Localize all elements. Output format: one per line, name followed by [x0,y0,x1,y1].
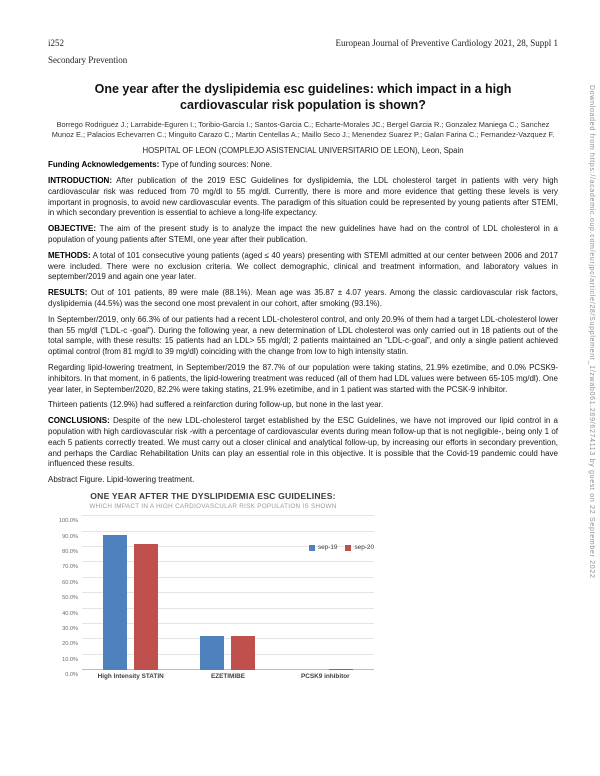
download-watermark-text: Downloaded from https://academic.oup.com… [588,85,595,579]
gridline: 50.0% [62,592,374,601]
gridline: 40.0% [62,607,374,617]
paragraph-label: INTRODUCTION: [48,175,112,185]
paragraph-results-2: In September/2019, only 66.3% of our pat… [48,315,558,358]
paragraph-label: RESULTS: [48,288,88,298]
y-axis-tick-label: 60.0% [62,579,78,586]
x-axis-label: EZETIMIBE [210,673,246,681]
bar-series-area [82,516,374,671]
paragraph-text: Regarding lipid-lowering treatment, in S… [48,362,558,394]
paragraph-objective: OBJECTIVE: The aim of the present study … [48,224,558,246]
figure-caption: Abstract Figure. Lipid-lowering treatmen… [48,475,195,485]
gridline: 90.0% [62,530,374,540]
article-title: One year after the dyslipidemia esc guid… [94,82,512,112]
y-axis-tick-label: 50.0% [62,595,78,602]
bar-sep-19 [200,636,225,671]
paragraph-text: Type of funding sources: None. [159,160,273,170]
author-list: Borrego Rodriguez J.; Larrabide-Eguren I… [51,120,555,139]
gridline: 20.0% [62,638,374,647]
paragraph-results-3: Regarding lipid-lowering treatment, in S… [48,363,558,395]
bar-sep-20 [134,543,159,671]
article-page: i252 European Journal of Preventive Card… [48,38,558,680]
chart-title: ONE YEAR AFTER THE DYSLIPIDEMIA ESC GUID… [90,491,336,502]
paragraph-label: METHODS: [48,250,91,260]
paragraph-conclusions: CONCLUSIONS: Despite of the new LDL-chol… [48,416,558,470]
paragraph-text: After publication of the 2019 ESC Guidel… [48,175,558,218]
paragraph-label: Funding Acknowledgements: [48,160,160,170]
paragraph-introduction: INTRODUCTION: After publication of the 2… [48,176,558,219]
page-header: i252 European Journal of Preventive Card… [48,38,558,48]
x-axis-label: PCSK9 inhibitor [300,673,350,681]
journal-name: European Journal of Preventive Cardiolog… [335,38,558,48]
legend-label: sep-19 [317,544,338,552]
y-axis-tick-label: 80.0% [62,548,78,555]
paragraph-text: Out of 101 patients, 89 were male (88.1%… [48,288,558,308]
y-axis-tick-label: 0.0% [65,672,78,679]
y-axis-tick-label: 40.0% [62,610,78,617]
gridline: 30.0% [62,622,374,632]
chart-subtitle: WHICH IMPACT IN A HIGH CARDIOVASCULAR RI… [89,503,337,511]
bar-sep-19 [103,535,128,671]
chart-legend: sep-19 sep-20 [308,544,374,552]
bar-group-1 [82,516,179,671]
y-axis-tick-label: 70.0% [62,564,78,571]
paragraph-label: CONCLUSIONS: [48,416,110,426]
x-axis-label: High Intensity STATIN [97,673,164,681]
legend-swatch-icon [345,544,352,551]
chart-x-axis: High Intensity STATIN EZETIMIBE PCSK9 inhi… [82,673,374,680]
gridline: 10.0% [62,653,374,663]
legend-swatch-icon [308,544,315,551]
y-axis-tick-label: 100.0% [59,518,78,525]
bar-group-2 [179,516,276,671]
chart-plot: 0.0% 10.0% 20.0% 30.0% 40.0% 50.0% 60.0% 70.0% 8… [59,515,374,678]
paragraph-label: OBJECTIVE: [48,224,97,234]
gridline: 100.0% [59,515,374,524]
abstract-figure-chart: ONE YEAR AFTER THE DYSLIPIDEMIA ESC GUID… [48,491,378,680]
paragraph-text: Despite of the new LDL-cholesterol targe… [48,416,558,469]
y-axis-tick-label: 10.0% [62,656,78,663]
gridline: 0.0% [65,669,374,678]
y-axis-tick-label: 30.0% [62,625,78,632]
page-number: i252 [48,38,65,48]
affiliation: HOSPITAL OF LEON (COMPLEJO ASISTENCIAL U… [142,146,464,156]
bar-sep-20 [328,668,353,671]
paragraph-results: RESULTS: Out of 101 patients, 89 were ma… [48,288,558,310]
paragraph-results-4: Thirteen patients (12.9%) had suffered a… [48,400,558,411]
paragraph-funding: Funding Acknowledgements: Type of fundin… [48,160,558,171]
y-axis-tick-label: 20.0% [62,641,78,648]
paragraph-methods: METHODS: A total of 101 consecutive youn… [48,251,558,283]
paragraph-text: The aim of the present study is to analy… [48,224,558,244]
section-heading: Secondary Prevention [48,55,128,65]
gridline: 80.0% [62,545,374,555]
y-axis-tick-label: 90.0% [62,533,78,540]
gridline: 70.0% [62,561,374,570]
paragraph-text: A total of 101 consecutive young patient… [48,250,558,282]
paragraph-text: Thirteen patients (12.9%) had suffered a… [48,400,384,410]
legend-item-sep-19: sep-19 [308,544,338,552]
legend-label: sep-20 [354,544,374,552]
bar-sep-20 [231,636,256,671]
bar-group-3 [277,516,374,671]
legend-item-sep-20: sep-20 [345,544,374,551]
gridline: 60.0% [62,576,374,586]
paragraph-text: In September/2019, only 66.3% of our pat… [48,314,558,357]
